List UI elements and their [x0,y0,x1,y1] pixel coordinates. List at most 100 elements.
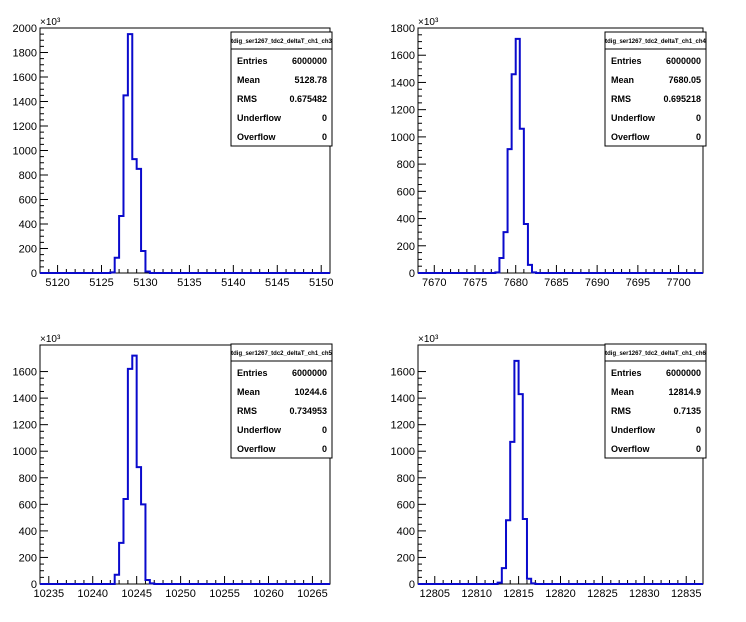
x-tick-label: 10260 [253,588,284,600]
stats-value: 0 [322,132,327,142]
y-tick-label: 800 [397,473,415,485]
y-tick-label: 800 [397,159,415,171]
y-tick-label: 0 [31,579,37,591]
y-tick-label: 200 [397,241,415,253]
x-tick-label: 5135 [177,277,201,289]
x-tick-label: 7675 [463,277,487,289]
y-axis-multiplier: ×10³ [418,334,439,345]
histogram-panel-1: ×10³ 0 200 400 600 800 1000 1200 1400 1600 1800 200… [13,17,334,289]
stats-value: 0.7135 [673,406,701,416]
histogram-line [40,354,330,585]
stats-label: Overflow [237,132,277,142]
stats-value: 7680.05 [668,75,701,85]
histogram-panel-4: ×10³ 0 200 400 600 800 1000 1200 1400 1600 12805 12… [391,334,707,600]
stats-label: Mean [237,75,260,85]
y-tick-label: 1600 [391,50,415,62]
stats-value: 10244.6 [294,387,327,397]
histogram-line [418,359,703,585]
x-tick-label: 5125 [89,277,113,289]
stats-value: 6000000 [292,368,327,378]
stats-value: 0 [696,425,701,435]
x-tick-label: 10255 [209,588,240,600]
x-tick-label: 7685 [544,277,568,289]
x-tick-label: 5130 [133,277,157,289]
y-tick-label: 1000 [391,446,415,458]
x-tick-label: 5150 [309,277,333,289]
x-tick-label: 10245 [121,588,152,600]
stats-label: Underflow [237,113,282,123]
y-tick-label: 2000 [13,23,37,35]
histogram-title: tdig_ser1267_tdc2_deltaT_ch1_ch6 [605,351,706,357]
y-tick-label: 1400 [13,97,37,109]
x-tick-label: 7670 [422,277,446,289]
stats-label: RMS [237,94,257,104]
histogram-bin [132,159,136,273]
histogram-panel-2: ×10³ 0 200 400 600 800 1000 1200 1400 1600 1800 767… [391,17,707,289]
stats-value: 0 [696,444,701,454]
y-tick-label: 1200 [391,105,415,117]
stats-box: tdig_ser1267_tdc2_deltaT_ch1_ch6 Entries 6… [604,343,707,459]
stats-label: Entries [237,56,268,66]
x-tick-label: 12825 [587,588,618,600]
y-axis-multiplier: ×10³ [418,17,439,28]
y-tick-label: 1600 [391,367,415,379]
stats-value: 0 [322,444,327,454]
stats-label: Overflow [611,444,651,454]
x-tick-label: 12810 [461,588,492,600]
stats-value: 0 [322,425,327,435]
stats-label: Entries [611,368,642,378]
stats-label: Overflow [611,132,651,142]
stats-box-frame [230,31,333,147]
y-tick-label: 1400 [13,393,37,405]
y-tick-label: 600 [397,186,415,198]
x-tick-label: 12820 [545,588,576,600]
x-tick-label: 10250 [165,588,196,600]
stats-value: 0 [696,113,701,123]
stats-box: tdig_ser1267_tdc2_deltaT_ch1_ch5 Entries 6… [230,343,333,459]
y-tick-label: 600 [19,195,37,207]
y-tick-label: 1200 [13,420,37,432]
x-tick-label: 5120 [45,277,69,289]
y-axis-multiplier: ×10³ [40,334,61,345]
y-tick-label: 1400 [391,77,415,89]
x-tick-label: 10235 [33,588,64,600]
y-tick-label: 1600 [13,367,37,379]
histogram-line [40,33,330,274]
y-tick-label: 0 [409,579,415,591]
stats-box: tdig_ser1267_tdc2_deltaT_ch1_ch3 Entries 6… [230,31,333,147]
x-tick-label: 5140 [221,277,245,289]
stats-value: 0 [696,132,701,142]
y-tick-label: 0 [31,268,37,280]
y-tick-label: 1400 [391,393,415,405]
y-tick-label: 800 [19,170,37,182]
x-tick-label: 5145 [265,277,289,289]
y-tick-label: 1800 [391,23,415,35]
stats-value: 0.734953 [289,406,327,416]
stats-label: Entries [611,56,642,66]
y-tick-label: 0 [409,268,415,280]
stats-label: RMS [237,406,257,416]
x-tick-label: 7680 [503,277,527,289]
stats-label: Mean [237,387,260,397]
y-tick-label: 1000 [13,146,37,158]
stats-label: Mean [611,75,634,85]
x-tick-label: 7690 [585,277,609,289]
stats-box-frame [604,31,707,147]
x-tick-label: 12815 [503,588,534,600]
y-axis-multiplier: ×10³ [40,17,61,28]
histogram-title: tdig_ser1267_tdc2_deltaT_ch1_ch4 [605,39,706,45]
stats-label: Underflow [237,425,282,435]
histogram-panel-3: ×10³ 0 200 400 600 800 1000 1200 1400 1600 10235 10… [13,334,333,600]
stats-label: RMS [611,94,631,104]
y-tick-label: 200 [19,244,37,256]
stats-label: Entries [237,368,268,378]
y-tick-label: 600 [397,499,415,511]
y-tick-label: 800 [19,473,37,485]
y-tick-label: 600 [19,499,37,511]
histogram-title: tdig_ser1267_tdc2_deltaT_ch1_ch5 [231,351,332,357]
stats-label: Mean [611,387,634,397]
y-tick-label: 200 [19,552,37,564]
x-tick-label: 12835 [671,588,702,600]
x-tick-label: 12805 [419,588,450,600]
